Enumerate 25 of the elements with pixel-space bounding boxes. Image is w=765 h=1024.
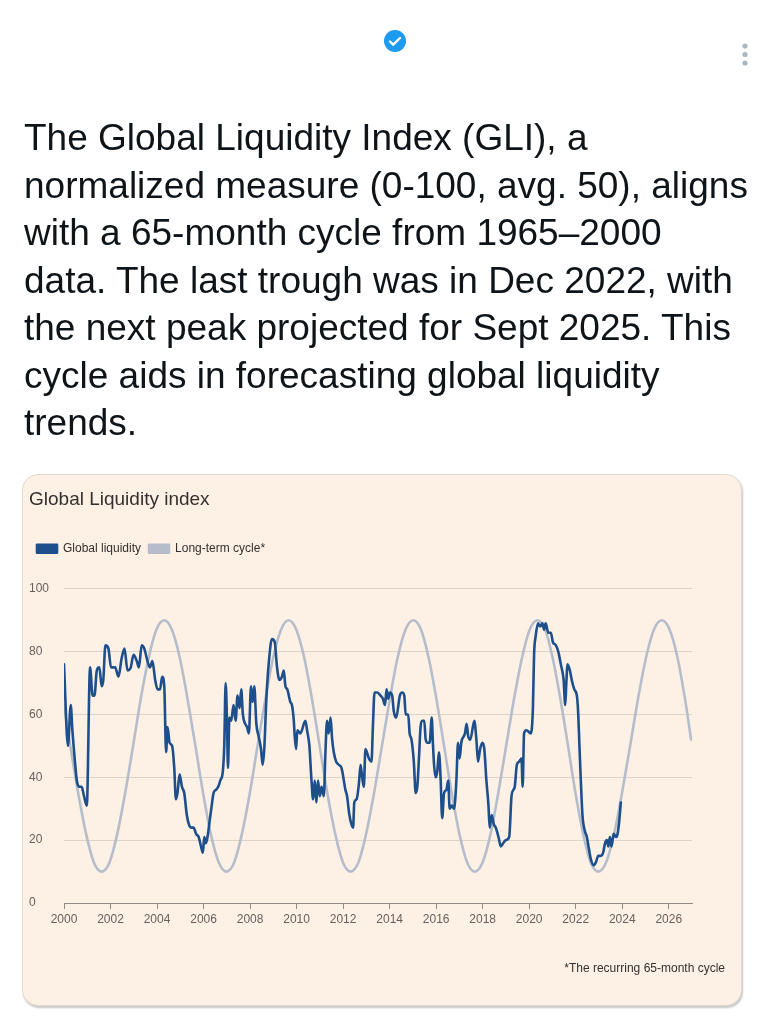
chart-title: Global Liquidity index — [29, 487, 211, 509]
x-tick-label: 2020 — [515, 911, 543, 926]
y-tick-label: 0 — [29, 895, 36, 910]
x-tick-label: 2006 — [190, 911, 218, 926]
x-tick-label: 2000 — [50, 911, 78, 926]
y-tick-label: 60 — [29, 706, 43, 721]
text: *The recurring 65-month cycle — [564, 961, 725, 975]
x-tick-label: 2026 — [655, 911, 683, 926]
y-tick-label: 40 — [29, 769, 43, 784]
x-tick-label: 2012 — [329, 911, 357, 926]
text: The Global Liquidity Index (GLI), a normalized measure (0-100, avg. 50), aligns with a 65-month cycle from 1965–2000 data. The last trough was in Dec 2022, with the next peak projected for Sept 2025. This cycle aids in forecasting global liquidity trends. — [24, 116, 749, 445]
y-tick-label: 100 — [29, 581, 50, 596]
y-tick-label: 80 — [29, 643, 43, 658]
y-tick-label: 20 — [29, 832, 43, 847]
x-tick-label: 2018 — [469, 911, 497, 926]
legend-label: Global liquidity — [63, 541, 142, 556]
x-tick-label: 2002 — [97, 911, 125, 926]
x-tick-label: 2016 — [422, 911, 450, 926]
x-tick-label: 2024 — [608, 911, 636, 926]
legend-label: Long-term cycle* — [175, 541, 266, 556]
x-tick-label: 2010 — [283, 911, 311, 926]
x-tick-label: 2022 — [562, 911, 590, 926]
x-tick-label: 2004 — [143, 911, 171, 926]
x-tick-label: 2014 — [376, 911, 404, 926]
x-tick-label: 2008 — [236, 911, 264, 926]
